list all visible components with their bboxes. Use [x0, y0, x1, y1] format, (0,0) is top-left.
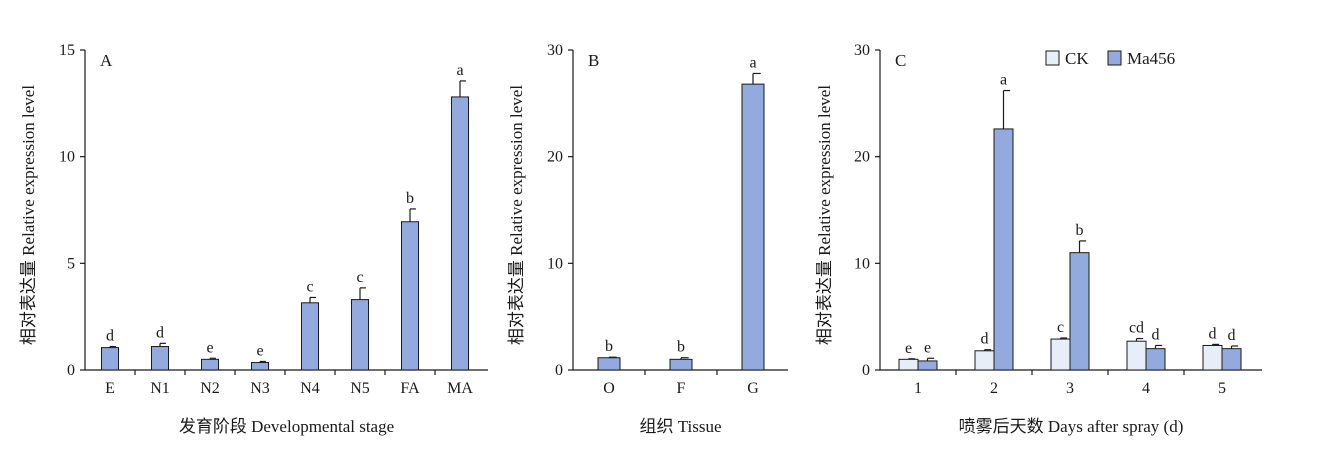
x-tick-label: FA — [400, 380, 420, 397]
significance-label: b — [605, 338, 613, 355]
legend-swatch — [1107, 50, 1122, 66]
data-bar — [597, 357, 621, 371]
x-tick-label: O — [603, 380, 615, 397]
y-axis-label: 相对表达量 Relative expression level — [19, 85, 38, 345]
data-bar — [401, 221, 419, 371]
data-bar — [251, 362, 269, 371]
data-bar — [741, 83, 765, 371]
significance-label: d — [981, 331, 989, 348]
y-tick-label: 0 — [67, 362, 75, 379]
significance-label: b — [406, 190, 414, 207]
significance-label: e — [256, 342, 263, 359]
legend-label: CK — [1065, 49, 1089, 68]
significance-label: e — [924, 339, 931, 356]
y-tick-label: 10 — [854, 255, 870, 272]
chart-panel-B: 0 10 20 30 B O F Gb b a 组织 Tissue 相对表达量 Relative ex… — [507, 42, 788, 436]
significance-label: d — [1152, 326, 1160, 343]
significance-label: c — [356, 269, 363, 286]
series-1-bar — [917, 360, 938, 371]
data-bar — [669, 358, 693, 371]
x-axis-label: 喷雾后天数 Days after spray (d) — [959, 417, 1184, 436]
x-tick-label: MA — [447, 380, 473, 397]
y-tick-label: 30 — [547, 42, 563, 59]
significance-label: c — [306, 278, 313, 295]
data-bar — [151, 346, 169, 371]
x-tick-label: N4 — [300, 380, 320, 397]
x-tick-label: 3 — [1066, 380, 1074, 397]
x-axis-label: 发育阶段 Developmental stage — [179, 417, 394, 436]
data-bar — [201, 358, 219, 371]
significance-label: cd — [1129, 320, 1144, 337]
series-0-bar — [1202, 344, 1223, 371]
y-tick-label: 10 — [59, 149, 75, 166]
y-tick-label: 20 — [854, 149, 870, 166]
series-1-bar — [1069, 252, 1090, 371]
legend-label: Ma456 — [1127, 49, 1175, 68]
legend: CK Ma456 — [1045, 49, 1175, 68]
chart-panel-A: 0 5 10 15 A E N1 N2 N3 N4 N5 FA MA d d e e c c b a 发育阶段 Devel… — [19, 42, 488, 436]
y-tick-label: 30 — [854, 42, 870, 59]
panel-label: A — [100, 51, 113, 70]
significance-label: d — [1228, 327, 1236, 344]
x-tick-label: 5 — [1218, 380, 1226, 397]
x-tick-label: F — [677, 380, 686, 397]
y-axis-label: 相对表达量 Relative expression level — [507, 85, 526, 345]
x-tick-label: N5 — [350, 380, 370, 397]
significance-label: d — [106, 328, 114, 345]
series-1-bar — [993, 128, 1014, 371]
data-bar — [451, 96, 469, 371]
series-1-bar — [1145, 348, 1166, 371]
series-1-bar — [1221, 348, 1242, 371]
significance-label: d — [1209, 325, 1217, 342]
y-tick-label: 15 — [59, 42, 75, 59]
x-tick-label: 4 — [1142, 380, 1150, 397]
panel-label: C — [895, 51, 906, 70]
significance-label: b — [1076, 222, 1084, 239]
significance-label: a — [1000, 72, 1007, 89]
legend-swatch — [1045, 50, 1060, 66]
y-tick-label: 0 — [862, 362, 870, 379]
y-tick-label: 0 — [555, 362, 563, 379]
x-axis-label: 组织 Tissue — [639, 417, 721, 436]
significance-label: a — [749, 54, 756, 71]
y-tick-label: 20 — [547, 149, 563, 166]
x-tick-label: 1 — [914, 380, 922, 397]
series-0-bar — [898, 358, 919, 371]
significance-label: a — [456, 62, 463, 79]
series-0-bar — [974, 350, 995, 371]
y-tick-label: 10 — [547, 255, 563, 272]
x-tick-label: N2 — [200, 380, 220, 397]
significance-label: c — [1057, 319, 1064, 336]
series-0-bar — [1050, 338, 1071, 371]
significance-label: e — [206, 339, 213, 356]
significance-label: e — [905, 340, 912, 357]
series-0-bar — [1126, 340, 1147, 371]
data-bar — [101, 347, 119, 371]
y-axis-label: 相对表达量 Relative expression level — [815, 85, 834, 345]
x-tick-label: N1 — [150, 380, 170, 397]
data-bar — [351, 299, 369, 371]
panel-label: B — [588, 51, 599, 70]
significance-label: b — [677, 339, 685, 356]
x-tick-label: G — [747, 380, 759, 397]
x-tick-label: E — [105, 380, 115, 397]
y-tick-label: 5 — [67, 255, 75, 272]
x-tick-label: 2 — [990, 380, 998, 397]
data-bar — [301, 302, 319, 371]
x-tick-label: N3 — [250, 380, 270, 397]
significance-label: d — [156, 324, 164, 341]
